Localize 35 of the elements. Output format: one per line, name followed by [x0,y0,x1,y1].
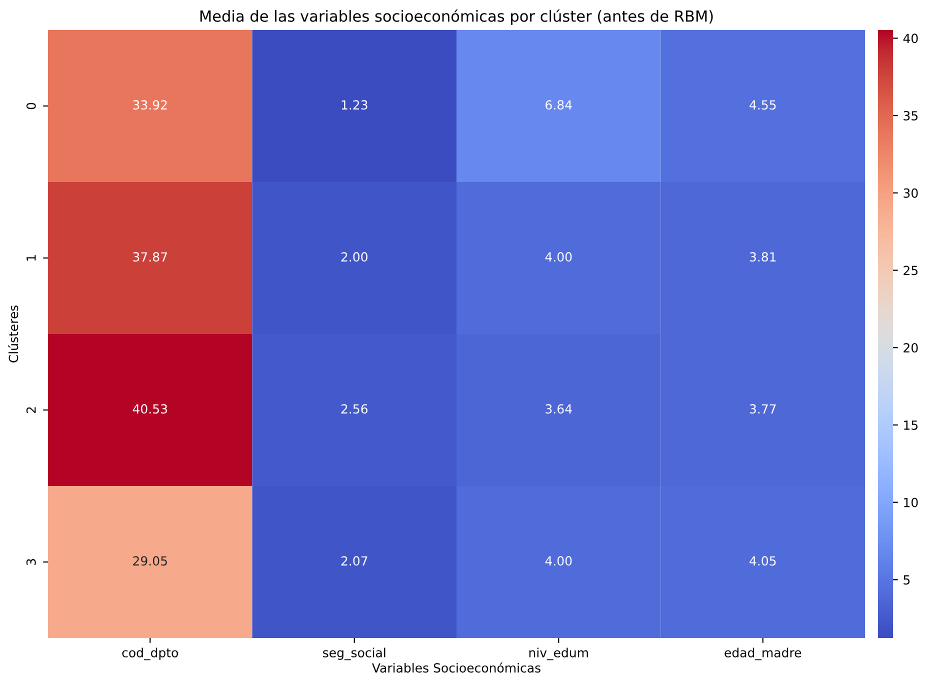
data-label: 33.92 [133,100,167,110]
x-tick-label: edad_madre [724,648,802,660]
data-label: 3.77 [750,404,776,414]
x-tick-label: niv_edum [529,648,588,660]
data-label: 3.81 [750,252,776,262]
color-bar-label: 35 [904,111,918,120]
data-label: 4.05 [750,556,776,566]
data-label: 40.53 [132,404,168,414]
data-label: 4.00 [545,556,572,566]
color-bar-label: 10 [904,498,918,508]
color-bar-label: 30 [904,188,918,198]
y-axis-title: Clústeres [8,305,18,362]
x-tick-label: seg_social [323,648,386,660]
color-bar-label: 5 [904,575,910,585]
color-bar-label: 25 [904,266,918,276]
data-label: 1.23 [342,100,368,110]
data-label: 3.64 [546,404,572,414]
y-tick-label: 2 [26,407,36,414]
color-bar-label: 15 [904,420,918,430]
y-tick-label: 1 [26,255,36,261]
data-label: 2.56 [341,404,368,414]
data-label: 37.87 [133,252,167,262]
y-tick-label: 3 [26,559,36,566]
chart-title: Media de las variables socioeconómicas por clúster (antes de RBM) [200,9,713,25]
color-bar-label: 20 [904,343,918,353]
data-label: 2.07 [341,556,368,566]
data-label: 2.00 [341,252,368,262]
color-bar-label: 40 [903,34,918,44]
data-label: 29.05 [133,556,167,566]
y-tick-label: 0 [26,102,36,110]
x-tick-label: cod_dpto [122,648,178,660]
data-label: 4.55 [750,100,776,110]
x-axis-title: Variables Socioeconómicas [372,662,540,673]
data-label: 6.84 [546,100,572,110]
data-label: 4.00 [545,252,572,262]
